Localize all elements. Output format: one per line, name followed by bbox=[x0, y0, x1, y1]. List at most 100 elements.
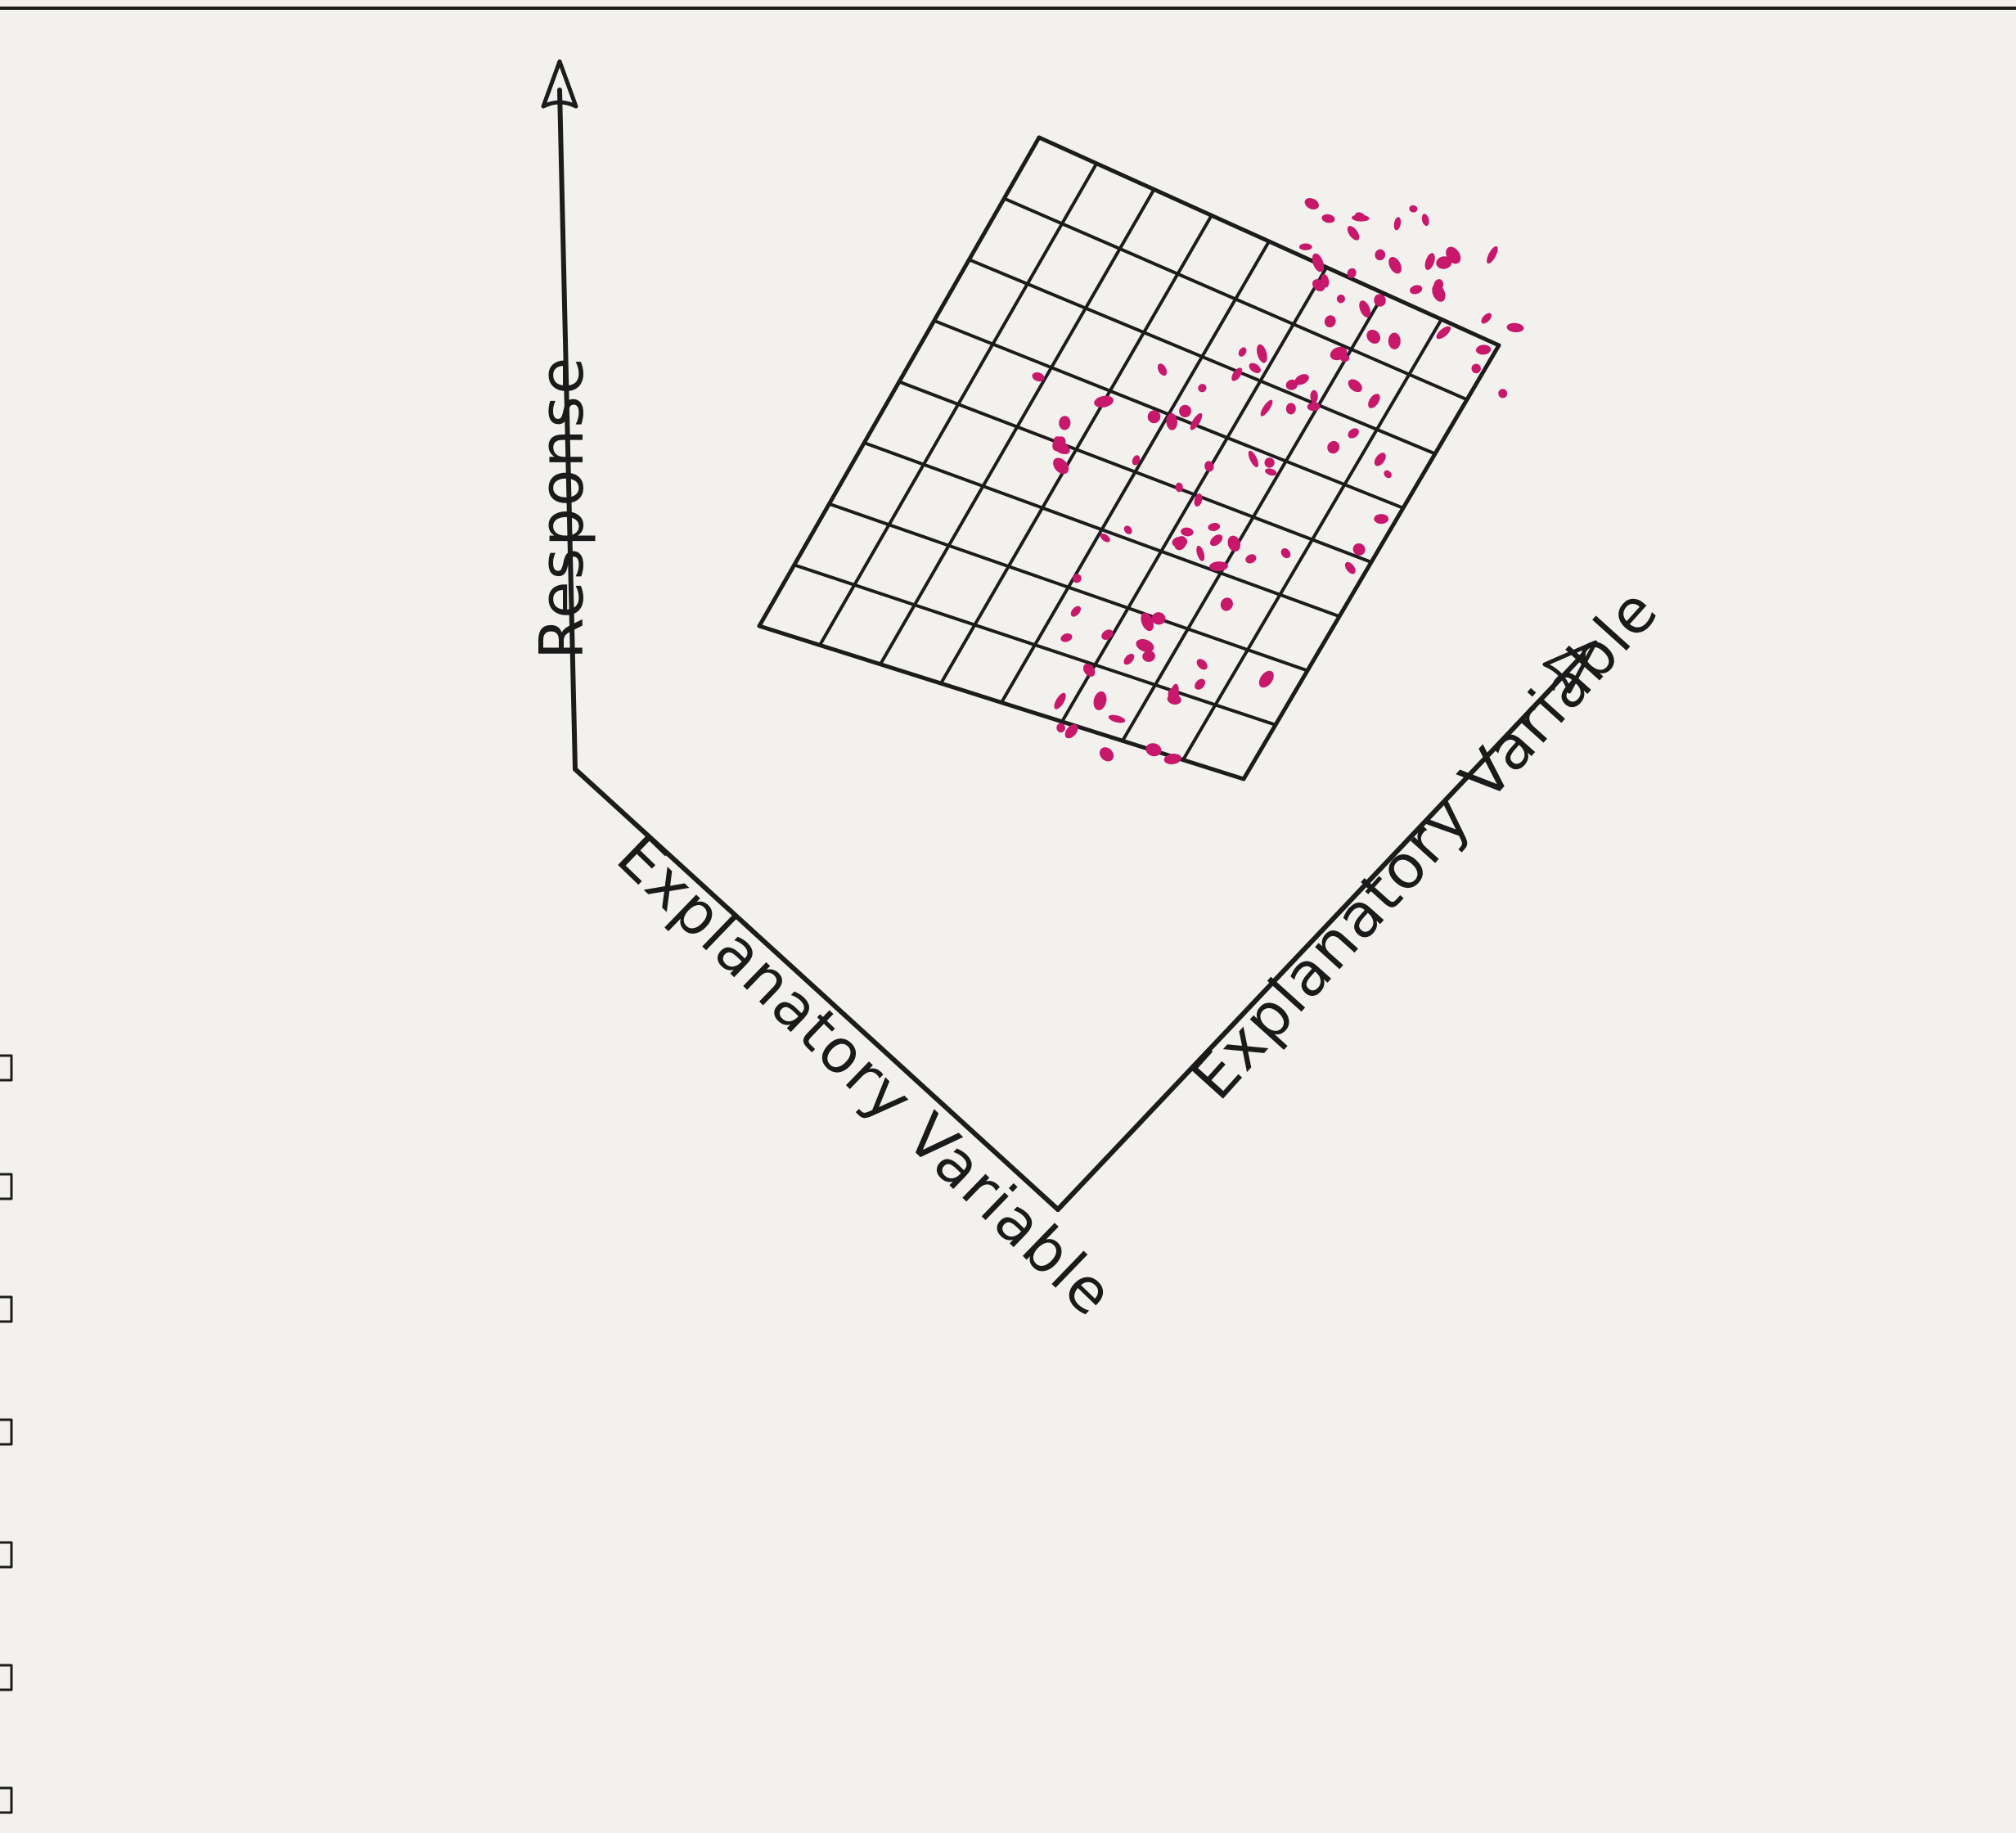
data-point bbox=[1238, 347, 1247, 357]
grid-line bbox=[862, 441, 1341, 619]
data-point bbox=[1299, 243, 1312, 250]
data-point bbox=[1172, 536, 1188, 548]
data-point bbox=[1498, 389, 1508, 399]
data-point bbox=[1359, 300, 1371, 318]
data-point bbox=[1141, 612, 1154, 632]
data-point bbox=[1195, 678, 1206, 690]
data-point bbox=[1384, 470, 1392, 479]
data-point bbox=[1101, 629, 1114, 640]
data-point bbox=[1056, 723, 1065, 733]
binding-marks bbox=[0, 1054, 13, 1814]
data-point bbox=[1231, 367, 1243, 381]
data-point bbox=[1374, 294, 1386, 307]
data-point bbox=[1147, 410, 1161, 424]
data-point bbox=[1093, 691, 1107, 710]
data-point bbox=[1059, 416, 1071, 430]
data-point bbox=[1344, 561, 1356, 574]
data-point bbox=[1166, 412, 1178, 430]
data-point bbox=[1410, 285, 1423, 295]
data-point bbox=[1506, 322, 1524, 333]
data-point bbox=[1476, 345, 1492, 355]
data-point bbox=[1327, 440, 1340, 454]
data-point bbox=[1324, 315, 1336, 328]
data-point bbox=[1375, 249, 1386, 261]
data-point bbox=[1060, 633, 1073, 642]
data-point bbox=[1312, 253, 1325, 272]
data-point bbox=[1054, 692, 1066, 709]
data-point bbox=[1352, 543, 1366, 556]
data-point bbox=[1175, 482, 1183, 493]
data-point bbox=[1424, 253, 1435, 270]
data-point bbox=[1167, 694, 1181, 705]
data-point bbox=[1257, 344, 1267, 363]
data-point bbox=[1436, 326, 1451, 340]
data-point bbox=[1374, 453, 1386, 466]
data-point bbox=[1354, 212, 1366, 220]
data-point bbox=[1208, 523, 1221, 531]
data-point bbox=[1123, 525, 1132, 534]
regression-plane-grid bbox=[757, 135, 1501, 781]
data-point bbox=[1294, 374, 1309, 385]
data-point bbox=[1190, 412, 1203, 430]
data-point bbox=[1072, 574, 1082, 583]
data-point bbox=[1487, 245, 1498, 264]
data-point bbox=[1196, 545, 1205, 561]
data-point bbox=[1227, 535, 1241, 552]
explanatory-axis-left-label: Explanatory Variable bbox=[603, 821, 1127, 1331]
data-point bbox=[1082, 664, 1096, 677]
data-point bbox=[1285, 403, 1296, 415]
response-axis-line bbox=[557, 88, 578, 772]
explanatory-axis-right-line bbox=[1055, 652, 1586, 1212]
data-point bbox=[1471, 363, 1481, 374]
data-point bbox=[1179, 404, 1191, 417]
data-point bbox=[1145, 743, 1162, 757]
data-point bbox=[1366, 329, 1381, 344]
data-point bbox=[1245, 554, 1257, 564]
data-point bbox=[1433, 279, 1444, 291]
data-point bbox=[1265, 468, 1277, 476]
data-point bbox=[1123, 653, 1135, 665]
data-point bbox=[1374, 514, 1389, 525]
data-point bbox=[1409, 205, 1418, 213]
explanatory-axis-right-arrowhead-icon bbox=[1542, 640, 1598, 694]
data-point bbox=[1368, 394, 1380, 408]
data-point bbox=[1181, 527, 1194, 537]
data-point bbox=[1070, 606, 1082, 617]
data-point bbox=[1264, 457, 1275, 468]
data-point bbox=[1094, 395, 1114, 408]
grid-line bbox=[898, 380, 1373, 564]
grid-line bbox=[757, 624, 1246, 781]
grid-line bbox=[792, 563, 1277, 727]
data-point bbox=[1157, 363, 1168, 376]
data-point bbox=[1209, 561, 1228, 571]
data-point bbox=[1388, 256, 1402, 274]
data-point bbox=[1421, 214, 1429, 227]
data-point bbox=[1249, 363, 1261, 373]
grid-line bbox=[1181, 318, 1443, 762]
data-point bbox=[1163, 753, 1181, 765]
data-point bbox=[1347, 268, 1357, 278]
data-point bbox=[1260, 399, 1273, 417]
data-point bbox=[1032, 372, 1045, 382]
data-point bbox=[1340, 354, 1350, 363]
data-point bbox=[1132, 455, 1141, 466]
data-point bbox=[1310, 390, 1318, 403]
grid-line bbox=[827, 502, 1309, 673]
data-point bbox=[1220, 597, 1233, 611]
data-point bbox=[1194, 493, 1203, 507]
data-point bbox=[1481, 313, 1492, 324]
explanatory-axis-right-label: Explanatory Variable bbox=[1177, 575, 1672, 1114]
data-point bbox=[1388, 332, 1401, 349]
data-point bbox=[1136, 638, 1154, 652]
explanatory-axis-left-line bbox=[573, 767, 1060, 1212]
data-point bbox=[1099, 747, 1114, 762]
data-point bbox=[1307, 402, 1321, 412]
response-axis-arrowhead-icon bbox=[541, 59, 578, 109]
data-point bbox=[1347, 226, 1360, 241]
data-point bbox=[1204, 461, 1214, 472]
data-point bbox=[1304, 197, 1319, 210]
data-point bbox=[1393, 217, 1402, 231]
data-point bbox=[1436, 256, 1452, 269]
grid-line bbox=[1241, 343, 1501, 781]
